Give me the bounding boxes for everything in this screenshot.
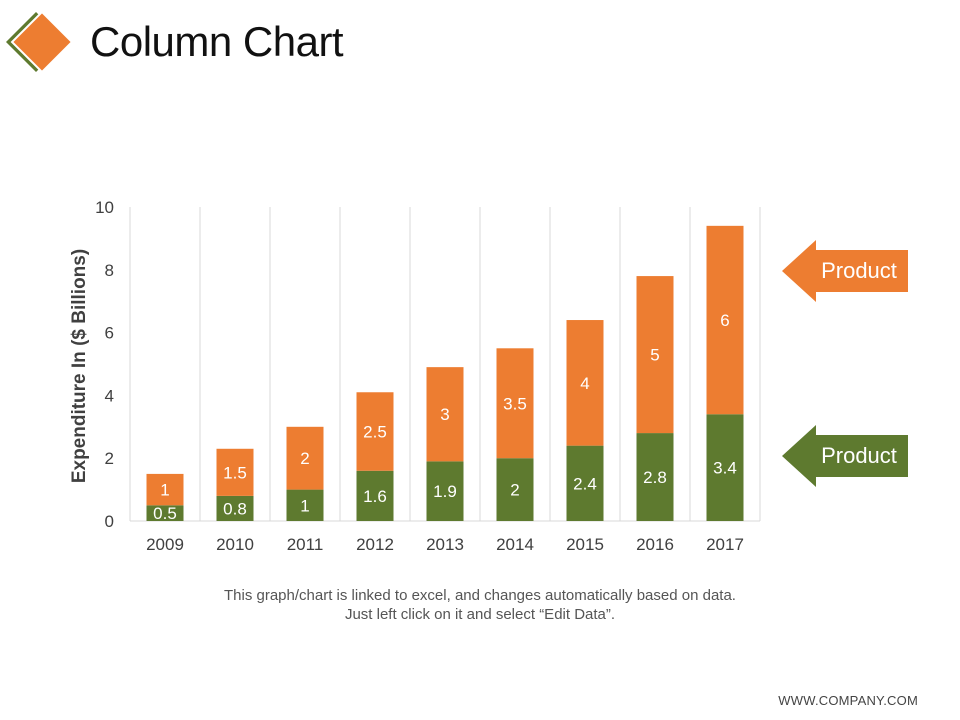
data-label: 2.4 <box>573 474 597 493</box>
x-tick-label: 2009 <box>146 535 184 554</box>
y-tick-label: 4 <box>105 386 114 405</box>
bar-segment <box>706 414 744 521</box>
data-label: 3.4 <box>713 459 737 478</box>
left-arrow-icon <box>782 425 908 487</box>
product-callout-green: Product <box>782 425 908 487</box>
x-tick-label: 2015 <box>566 535 604 554</box>
bar-segment <box>706 225 744 415</box>
x-tick-label: 2012 <box>356 535 394 554</box>
bar-segment <box>216 495 254 521</box>
bar-segment <box>286 426 324 490</box>
company-url: WWW.COMPANY.COM <box>778 693 918 708</box>
data-label: 1 <box>300 496 309 515</box>
data-label: 1.5 <box>223 463 247 482</box>
bar-segment <box>636 433 674 521</box>
page-title: Column Chart <box>90 18 344 65</box>
x-tick-label: 2010 <box>216 535 254 554</box>
x-tick-label: 2017 <box>706 535 744 554</box>
data-label: 1 <box>160 481 169 500</box>
bar-segment <box>496 348 534 459</box>
chart-caption: This graph/chart is linked to excel, and… <box>120 586 840 624</box>
bar-segment <box>496 458 534 521</box>
bar-segment <box>356 392 394 471</box>
x-tick-label: 2011 <box>287 535 324 554</box>
y-tick-label: 0 <box>105 512 114 531</box>
data-label: 6 <box>720 311 729 330</box>
product-callout-orange: Product <box>782 240 908 302</box>
bar-segment <box>566 320 604 446</box>
diamond-logo-icon <box>6 10 74 74</box>
data-label: 1.9 <box>433 482 457 501</box>
bar-segment <box>216 448 254 496</box>
data-label: 3.5 <box>503 394 527 413</box>
x-tick-label: 2016 <box>636 535 674 554</box>
bar-segment <box>146 473 184 506</box>
data-label: 2 <box>300 449 309 468</box>
bar-segment <box>426 461 464 521</box>
y-tick-label: 8 <box>105 261 114 280</box>
y-axis-title: Expenditure In ($ Billions) <box>69 249 90 483</box>
data-label: 2.8 <box>643 468 667 487</box>
data-label: 1.6 <box>363 487 387 506</box>
data-label: 0.5 <box>153 504 177 523</box>
caption-line: Just left click on it and select “Edit D… <box>344 606 616 623</box>
bar-segment <box>286 489 324 521</box>
x-tick-label: 2013 <box>426 535 464 554</box>
caption-line: This graph/chart is linked to excel, and… <box>224 587 736 604</box>
bar-segment <box>636 276 674 434</box>
bar-segment <box>146 505 184 521</box>
x-tick-label: 2014 <box>496 535 534 554</box>
data-label: 0.8 <box>223 499 247 518</box>
data-label: 2.5 <box>363 423 387 442</box>
data-label: 2 <box>510 481 519 500</box>
y-tick-label: 10 <box>95 198 114 217</box>
data-label: 3 <box>440 405 449 424</box>
bar-segment <box>566 445 604 521</box>
data-label: 5 <box>650 346 659 365</box>
callout-label: Product <box>821 443 897 468</box>
y-tick-label: 6 <box>105 324 114 343</box>
callout-label: Product <box>821 258 897 283</box>
left-arrow-icon <box>782 240 908 302</box>
bar-segment <box>356 470 394 521</box>
y-tick-label: 2 <box>105 449 114 468</box>
data-label: 4 <box>580 374 589 393</box>
bar-segment <box>426 367 464 462</box>
